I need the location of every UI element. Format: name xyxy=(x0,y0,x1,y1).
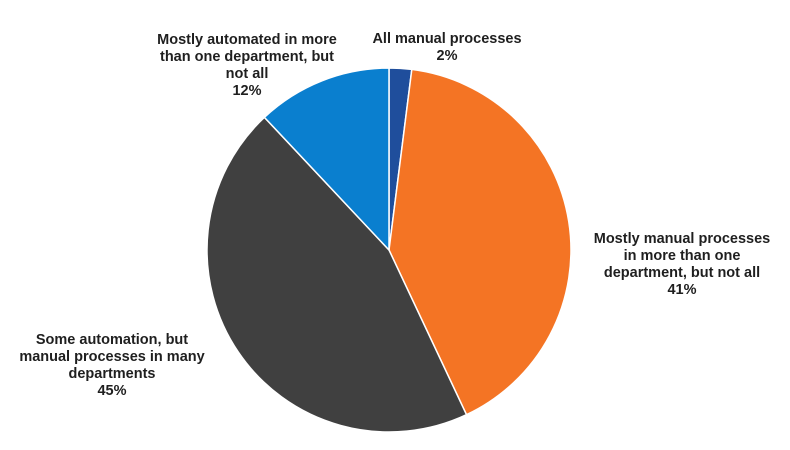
slice-label-line: Some automation, but xyxy=(35,332,189,348)
slice-label-mostly-manual: Mostly manual processes in more than one… xyxy=(594,231,771,299)
slice-label-line: than one department, but xyxy=(159,49,334,65)
slice-label-percent: 45% xyxy=(97,383,127,399)
slice-label-line: departments xyxy=(68,366,156,382)
slice-label-percent: 12% xyxy=(232,83,262,99)
slice-label-percent: 41% xyxy=(667,282,697,298)
slice-label-line: not all xyxy=(225,66,269,82)
slice-label-line: Mostly manual processes xyxy=(593,231,771,247)
slice-label-all-manual: All manual processes 2% xyxy=(372,31,521,65)
slice-label-line: Mostly automated in more xyxy=(157,32,337,48)
slice-label-line: All manual processes xyxy=(372,31,522,47)
pie-slice-3 xyxy=(263,67,390,251)
slice-label-line: in more than one xyxy=(623,248,741,264)
slice-label-line: manual processes in many xyxy=(19,349,205,365)
slice-label-line: department, but not all xyxy=(603,265,761,281)
slice-label-percent: 2% xyxy=(436,48,458,64)
slice-label-mostly-automated: Mostly automated in more than one depart… xyxy=(157,32,337,100)
pie-slice-2 xyxy=(206,116,468,433)
pie-slice-1 xyxy=(388,68,572,416)
slice-label-some-automation: Some automation, but manual processes in… xyxy=(19,332,204,400)
